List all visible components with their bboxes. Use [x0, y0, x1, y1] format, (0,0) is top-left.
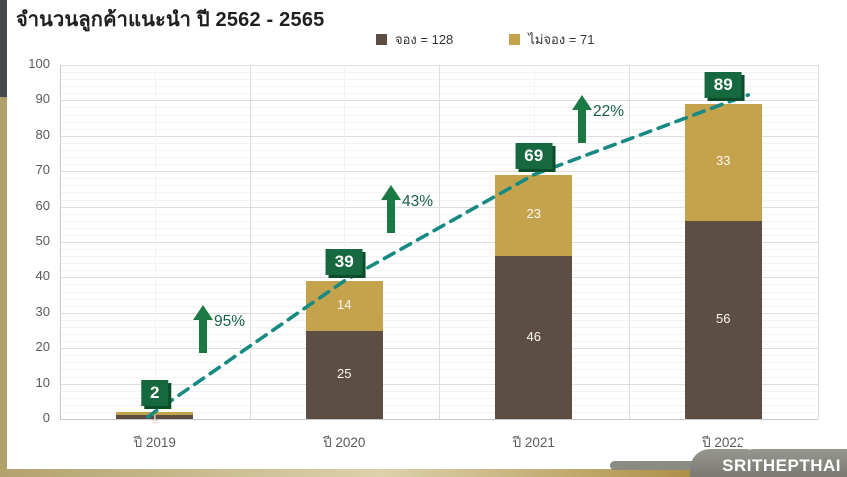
growth-annotation-0: 95%	[193, 305, 245, 353]
logo-text: SRITHEPTHAI	[722, 456, 841, 475]
y-tick-80: 80	[35, 126, 50, 142]
up-arrow-stem	[199, 320, 207, 353]
bar-ปี 2021-จอง: 46	[495, 256, 573, 419]
up-arrow-stem	[387, 200, 395, 233]
chart-plot-area: 1 2 ปี 2019 25 14 39 ปี 2020 46 23 69 ปี 2021 56 33 8…	[60, 65, 819, 450]
up-arrow-icon	[381, 185, 401, 200]
total-badge-ปี 2019: 2	[141, 379, 169, 406]
gridline-v	[60, 65, 61, 419]
x-label-ปี 2020: ปี 2020	[323, 435, 366, 450]
legend-swatch-0	[376, 34, 387, 45]
chart-legend: จอง = 128 ไม่จอง = 71	[376, 29, 650, 50]
growth-percent-label: 22%	[593, 103, 625, 120]
y-tick-20: 20	[35, 339, 50, 355]
y-tick-60: 60	[35, 197, 50, 213]
x-axis-line	[60, 419, 818, 420]
growth-percent-label: 95%	[214, 313, 246, 330]
bar-ปี 2022-จอง: 56	[684, 220, 762, 419]
bar-ปี 2022-ไม่จอง: 33	[684, 103, 762, 221]
bar-value-label: 33	[716, 153, 731, 169]
left-accent-strip-khaki	[0, 97, 7, 469]
growth-percent-label: 43%	[402, 193, 434, 210]
x-label-ปี 2021: ปี 2021	[512, 435, 555, 450]
bar-ปี 2019-จอง: 1	[116, 411, 194, 425]
x-label-ปี 2019: ปี 2019	[133, 435, 176, 450]
growth-annotation-2: 22%	[572, 95, 624, 143]
y-tick-10: 10	[35, 374, 50, 390]
up-arrow-stem	[578, 110, 586, 143]
up-arrow-icon	[193, 305, 213, 320]
y-tick-70: 70	[35, 162, 50, 178]
logo-ribbon: SRITHEPTHAI	[690, 449, 847, 477]
gridline-v	[818, 65, 819, 419]
y-tick-100: 100	[28, 56, 50, 71]
total-badge-ปี 2021: 69	[515, 142, 553, 169]
total-badge-ปี 2022: 89	[704, 71, 742, 98]
left-accent-strip-dark	[0, 0, 7, 97]
total-badge-ปี 2020: 39	[325, 248, 363, 275]
y-tick-90: 90	[35, 91, 50, 107]
bar-value-label: 46	[526, 328, 541, 344]
bar-value-label: 23	[526, 206, 541, 222]
growth-annotation-1: 43%	[381, 185, 433, 233]
leaf-icon	[738, 435, 764, 453]
bar-ปี 2021-ไม่จอง: 23	[495, 174, 573, 257]
up-arrow-icon	[572, 95, 592, 110]
legend-item-1: ไม่จอง = 71	[509, 29, 594, 50]
y-tick-30: 30	[35, 303, 50, 319]
gridline-v	[249, 65, 251, 419]
bar-value-label: 25	[337, 365, 352, 381]
gridline-v	[439, 65, 440, 419]
legend-item-0: จอง = 128	[376, 29, 453, 50]
y-tick-0: 0	[42, 410, 50, 425]
legend-swatch-1	[509, 34, 521, 45]
gridline-v	[628, 65, 630, 419]
bar-ปี 2020-จอง: 25	[305, 330, 383, 419]
x-label-ปี 2022: ปี 2022	[702, 435, 745, 450]
bar-value-label: 56	[716, 310, 731, 326]
bar-ปี 2020-ไม่จอง: 14	[305, 280, 383, 331]
bar-ปี 2019-ไม่จอง	[116, 411, 194, 416]
y-tick-40: 40	[35, 268, 50, 284]
page-title: จำนวนลูกค้าแนะนำ ปี 2562 - 2565	[16, 9, 325, 31]
bottom-accent-strip	[0, 469, 847, 477]
legend-label-1: ไม่จอง = 71	[528, 32, 595, 47]
bar-value-label: 14	[337, 296, 352, 312]
gridline-v-minor	[154, 65, 156, 419]
y-tick-50: 50	[35, 233, 50, 248]
legend-label-0: จอง = 128	[395, 32, 454, 47]
